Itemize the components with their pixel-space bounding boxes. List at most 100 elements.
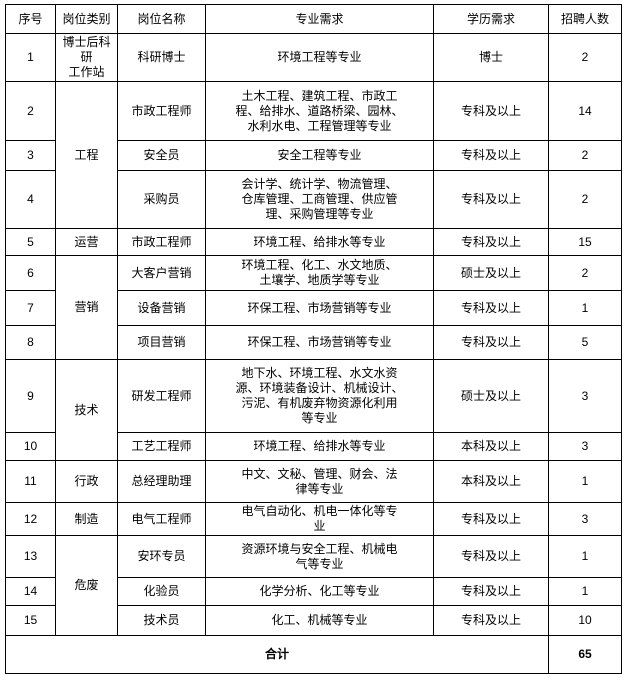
serial-cell: 13	[5, 535, 56, 578]
count-cell: 2	[548, 33, 622, 82]
table-row: 11 行政 总经理助理 中文、文秘、管理、财会、法 律等专业 本科及以上 1	[5, 460, 622, 503]
majors-cell: 环保工程、市场营销等专业	[205, 290, 434, 326]
count-cell: 1	[548, 577, 622, 606]
position-cell: 安环专员	[117, 535, 206, 578]
position-cell: 技术员	[117, 605, 206, 636]
education-cell: 硕士及以上	[433, 255, 549, 291]
count-cell: 3	[548, 502, 622, 536]
position-cell: 电气工程师	[117, 502, 206, 536]
header-majors: 专业需求	[205, 4, 434, 34]
majors-cell: 环境工程、化工、水文地质、 土壤学、地质学等专业	[205, 255, 434, 291]
category-cell: 行政	[55, 460, 118, 503]
count-cell: 1	[548, 460, 622, 503]
position-cell: 安全员	[117, 140, 206, 171]
majors-cell: 电气自动化、机电一体化等专 业	[205, 502, 434, 536]
header-serial: 序号	[5, 4, 56, 34]
serial-cell: 10	[5, 432, 56, 461]
count-cell: 3	[548, 432, 622, 461]
serial-cell: 1	[5, 33, 56, 82]
table-row: 1 博士后科研 工作站 科研博士 环境工程等专业 博士 2	[5, 33, 622, 82]
majors-cell: 中文、文秘、管理、财会、法 律等专业	[205, 460, 434, 503]
serial-cell: 4	[5, 170, 56, 229]
table-row: 8 项目营销 环保工程、市场营销等专业 专科及以上 5	[5, 325, 622, 360]
position-cell: 项目营销	[117, 325, 206, 360]
serial-cell: 8	[5, 325, 56, 360]
count-cell: 10	[548, 605, 622, 636]
table-row: 15 技术员 化工、机械等专业 专科及以上 10	[5, 605, 622, 636]
education-cell: 专科及以上	[433, 140, 549, 171]
total-label-cell: 合计	[5, 635, 549, 674]
education-cell: 本科及以上	[433, 432, 549, 461]
majors-cell: 地下水、环境工程、水文水资 源、环境装备设计、机械设计、 污泥、有机废弃物资源化…	[205, 359, 434, 433]
serial-cell: 12	[5, 502, 56, 536]
count-cell: 15	[548, 228, 622, 256]
total-row: 合计 65	[5, 635, 622, 674]
position-cell: 工艺工程师	[117, 432, 206, 461]
count-cell: 2	[548, 170, 622, 229]
position-cell: 设备营销	[117, 290, 206, 326]
position-cell: 市政工程师	[117, 228, 206, 256]
category-cell: 运营	[55, 228, 118, 256]
count-cell: 2	[548, 140, 622, 171]
category-cell: 技术	[55, 359, 118, 461]
majors-cell: 化工、机械等专业	[205, 605, 434, 636]
total-count-cell: 65	[548, 635, 622, 674]
serial-cell: 2	[5, 81, 56, 141]
count-cell: 3	[548, 359, 622, 433]
count-cell: 14	[548, 81, 622, 141]
table-row: 2 工程 市政工程师 土木工程、建筑工程、市政工 程、给排水、道路桥梁、园林、 …	[5, 81, 622, 229]
count-cell: 1	[548, 535, 622, 578]
table-row: 9 技术 研发工程师 地下水、环境工程、水文水资 源、环境装备设计、机械设计、 …	[5, 359, 622, 461]
header-position: 岗位名称	[117, 4, 206, 34]
majors-cell: 环境工程、给排水等专业	[205, 228, 434, 256]
table-header-row: 序号 岗位类别 岗位名称 专业需求 学历需求 招聘人数	[5, 4, 622, 34]
education-cell: 专科及以上	[433, 325, 549, 360]
count-cell: 5	[548, 325, 622, 360]
recruitment-table: 序号 岗位类别 岗位名称 专业需求 学历需求 招聘人数 1 博士后科研 工作站 …	[5, 4, 622, 674]
position-cell: 总经理助理	[117, 460, 206, 503]
serial-cell: 7	[5, 290, 56, 326]
majors-cell: 资源环境与安全工程、机械电 气等专业	[205, 535, 434, 578]
table-row: 5 运营 市政工程师 环境工程、给排水等专业 专科及以上 15	[5, 228, 622, 256]
education-cell: 专科及以上	[433, 81, 549, 141]
table-row: 6 营销 大客户营销 环境工程、化工、水文地质、 土壤学、地质学等专业 硕士及以…	[5, 255, 622, 360]
education-cell: 博士	[433, 33, 549, 82]
table-row: 7 设备营销 环保工程、市场营销等专业 专科及以上 1	[5, 290, 622, 326]
education-cell: 专科及以上	[433, 290, 549, 326]
table-row: 12 制造 电气工程师 电气自动化、机电一体化等专 业 专科及以上 3	[5, 502, 622, 536]
majors-cell: 会计学、统计学、物流管理、 仓库管理、工商管理、供应管 理、采购管理等专业	[205, 170, 434, 229]
majors-cell: 环境工程、给排水等专业	[205, 432, 434, 461]
table-row: 13 危废 安环专员 资源环境与安全工程、机械电 气等专业 专科及以上 1	[5, 535, 622, 636]
education-cell: 专科及以上	[433, 170, 549, 229]
serial-cell: 15	[5, 605, 56, 636]
serial-cell: 11	[5, 460, 56, 503]
category-cell: 制造	[55, 502, 118, 536]
header-count: 招聘人数	[548, 4, 622, 34]
position-cell: 市政工程师	[117, 81, 206, 141]
position-cell: 采购员	[117, 170, 206, 229]
category-cell: 营销	[55, 255, 118, 360]
majors-cell: 环保工程、市场营销等专业	[205, 325, 434, 360]
majors-cell: 土木工程、建筑工程、市政工 程、给排水、道路桥梁、园林、 水利水电、工程管理等专…	[205, 81, 434, 141]
education-cell: 硕士及以上	[433, 359, 549, 433]
category-cell: 博士后科研 工作站	[55, 33, 118, 82]
education-cell: 专科及以上	[433, 502, 549, 536]
serial-cell: 5	[5, 228, 56, 256]
majors-cell: 化学分析、化工等专业	[205, 577, 434, 606]
serial-cell: 6	[5, 255, 56, 291]
category-cell: 危废	[55, 535, 118, 636]
position-cell: 化验员	[117, 577, 206, 606]
category-cell: 工程	[55, 81, 118, 229]
majors-cell: 环境工程等专业	[205, 33, 434, 82]
serial-cell: 14	[5, 577, 56, 606]
count-cell: 1	[548, 290, 622, 326]
header-education: 学历需求	[433, 4, 549, 34]
education-cell: 本科及以上	[433, 460, 549, 503]
education-cell: 专科及以上	[433, 535, 549, 578]
position-cell: 科研博士	[117, 33, 206, 82]
count-cell: 2	[548, 255, 622, 291]
position-cell: 研发工程师	[117, 359, 206, 433]
position-cell: 大客户营销	[117, 255, 206, 291]
serial-cell: 9	[5, 359, 56, 433]
